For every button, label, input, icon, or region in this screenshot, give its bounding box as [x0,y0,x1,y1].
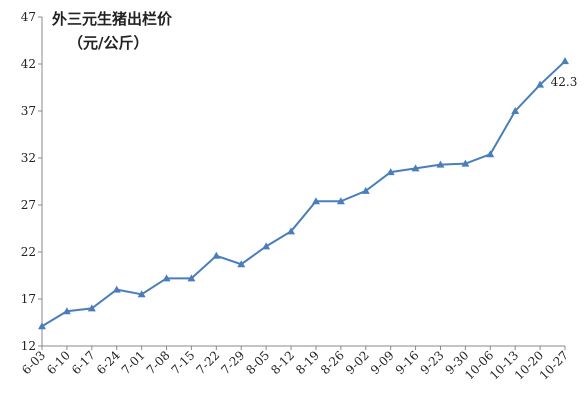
point-marker [62,307,71,315]
x-tick-label: 7-15 [169,348,198,377]
x-tick-label: 6-17 [69,348,98,377]
point-marker [336,197,345,205]
y-tick-label: 12 [21,339,36,353]
point-marker [436,160,445,168]
data-label: 42.3 [551,75,578,89]
x-tick-label: 8-26 [318,348,347,377]
x-tick-label: 8-19 [293,348,322,377]
y-tick-label: 42 [21,57,36,71]
y-tick-label: 37 [21,104,36,118]
point-marker [137,290,146,298]
point-marker [461,159,470,167]
point-marker [38,322,46,330]
x-tick-label: 8-12 [268,348,297,377]
point-marker [486,150,495,158]
series-line [41,60,566,328]
x-tick-label: 8-05 [243,348,272,377]
x-tick-label: 7-08 [144,348,173,377]
x-tick-label: 6-24 [94,348,123,377]
x-tick-label: 6-10 [44,348,73,377]
point-marker [361,186,370,194]
point-marker [162,274,171,282]
y-tick-label: 22 [21,245,36,259]
chart-title: 外三元生猪出栏价 [51,10,173,28]
point-marker [561,57,569,65]
x-tick-label: 10-27 [537,348,571,382]
point-marker [536,80,545,88]
y-tick-label: 27 [21,198,36,212]
x-tick-label: 7-29 [218,348,247,377]
x-tick-label: 7-22 [193,348,222,377]
point-marker [311,197,320,205]
chart-subtitle: （元/公斤） [68,34,148,52]
point-marker [386,168,395,176]
point-marker [262,242,271,250]
point-marker [237,260,246,268]
x-tick-label: 9-02 [343,348,372,377]
x-tick-label: 7-01 [119,348,148,377]
point-marker [87,304,96,312]
point-marker [112,285,121,293]
x-tick-label: 9-16 [393,348,422,377]
point-marker [511,107,520,114]
y-tick-label: 32 [21,151,36,165]
x-tick-label: 9-23 [418,348,447,377]
y-tick-label: 47 [21,10,36,24]
x-tick-label: 9-09 [368,348,397,377]
point-marker [411,164,420,172]
point-marker [287,227,296,235]
y-tick-label: 17 [21,292,36,306]
point-marker [212,251,221,259]
point-marker [187,274,196,282]
